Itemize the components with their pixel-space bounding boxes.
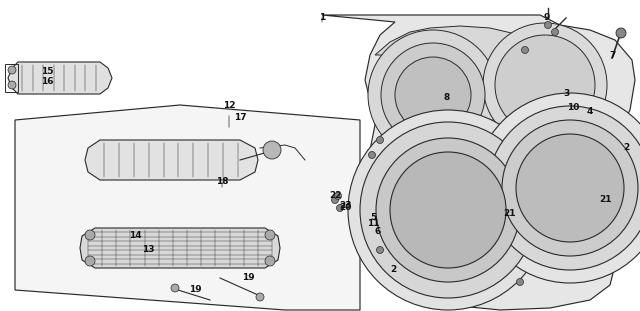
- Text: 6: 6: [375, 226, 381, 235]
- Circle shape: [502, 120, 638, 256]
- Circle shape: [348, 110, 548, 310]
- Circle shape: [337, 205, 344, 211]
- Text: 17: 17: [234, 114, 246, 123]
- Circle shape: [376, 138, 520, 282]
- Circle shape: [522, 47, 529, 53]
- Circle shape: [552, 29, 559, 35]
- Text: 2: 2: [623, 143, 629, 152]
- Text: 22: 22: [329, 192, 341, 201]
- Circle shape: [390, 152, 506, 268]
- Text: 20: 20: [339, 203, 351, 212]
- Circle shape: [171, 284, 179, 292]
- Text: 14: 14: [129, 231, 141, 240]
- Text: 11: 11: [367, 220, 380, 229]
- Circle shape: [545, 21, 552, 29]
- Text: 12: 12: [223, 100, 236, 109]
- Circle shape: [395, 57, 471, 133]
- Text: 5: 5: [370, 213, 376, 222]
- Polygon shape: [375, 26, 560, 132]
- Circle shape: [335, 193, 342, 199]
- Circle shape: [265, 230, 275, 240]
- Circle shape: [368, 30, 498, 160]
- Polygon shape: [80, 228, 280, 268]
- Circle shape: [488, 106, 640, 270]
- Polygon shape: [8, 62, 112, 94]
- Circle shape: [332, 197, 339, 203]
- Text: 19: 19: [189, 285, 202, 295]
- Text: 8: 8: [444, 92, 450, 101]
- Circle shape: [265, 256, 275, 266]
- Text: 10: 10: [567, 103, 579, 112]
- Circle shape: [256, 293, 264, 301]
- Circle shape: [376, 247, 383, 253]
- Circle shape: [516, 134, 624, 242]
- Text: 1: 1: [319, 13, 325, 22]
- Circle shape: [360, 122, 536, 298]
- Circle shape: [381, 43, 485, 147]
- Text: 18: 18: [216, 178, 228, 187]
- Circle shape: [8, 66, 16, 74]
- Text: 13: 13: [141, 245, 154, 254]
- Circle shape: [616, 28, 626, 38]
- Circle shape: [8, 81, 16, 89]
- Circle shape: [369, 151, 376, 159]
- Text: 3: 3: [563, 90, 569, 99]
- Circle shape: [263, 141, 281, 159]
- Circle shape: [475, 93, 640, 283]
- Polygon shape: [85, 140, 258, 180]
- Text: 4: 4: [587, 108, 593, 117]
- Text: 21: 21: [599, 196, 611, 205]
- Text: 21: 21: [503, 208, 515, 217]
- Circle shape: [85, 230, 95, 240]
- Text: 19: 19: [242, 273, 254, 282]
- Polygon shape: [322, 15, 635, 310]
- Text: 16: 16: [41, 77, 53, 86]
- Circle shape: [483, 23, 607, 147]
- Circle shape: [495, 35, 595, 135]
- Circle shape: [516, 278, 524, 285]
- Text: 15: 15: [41, 67, 53, 76]
- Circle shape: [85, 256, 95, 266]
- Text: 2: 2: [390, 266, 396, 275]
- Polygon shape: [15, 105, 360, 310]
- Text: 7: 7: [610, 50, 616, 59]
- Text: 23: 23: [339, 201, 351, 210]
- Text: 9: 9: [544, 13, 550, 22]
- Circle shape: [376, 137, 383, 143]
